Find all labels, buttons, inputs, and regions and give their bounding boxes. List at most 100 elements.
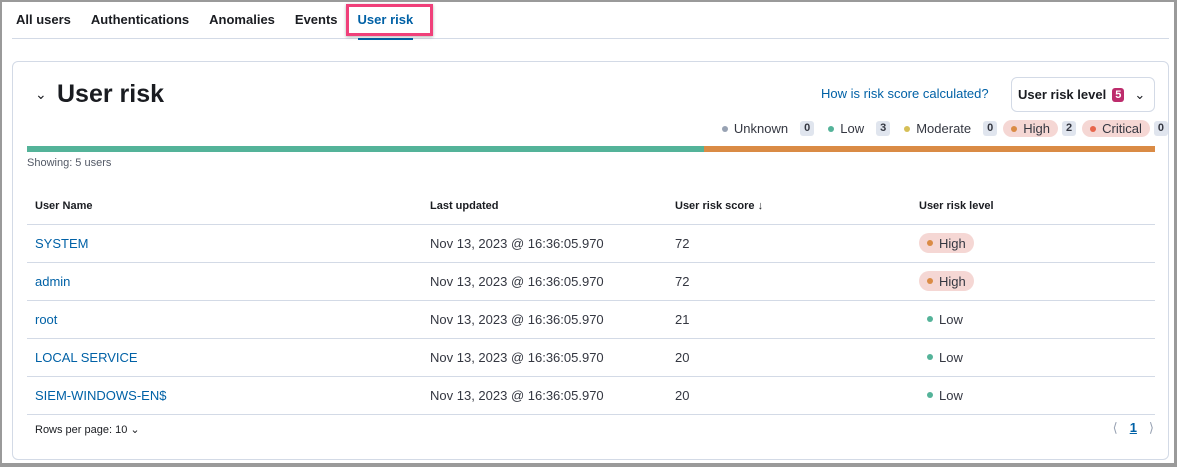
risk-level-cell: Low [911, 338, 1155, 377]
legend-label: Moderate [916, 121, 972, 136]
tab-all-users[interactable]: All users [16, 12, 71, 27]
user-name-link[interactable]: LOCAL SERVICE [35, 349, 138, 365]
last-updated-cell: Nov 13, 2023 @ 16:36:05.970 [422, 224, 667, 263]
legend-item-moderate[interactable]: Moderate [896, 120, 979, 137]
table-row: root Nov 13, 2023 @ 16:36:05.970 21 Low [27, 300, 1155, 339]
rows-per-page-label: Rows per page: 10 [35, 424, 128, 436]
legend-count: 3 [876, 121, 891, 136]
risk-level-cell: Low [911, 300, 1155, 339]
risk-level-cell: Low [911, 376, 1155, 415]
risk-score-cell: 20 [667, 338, 911, 377]
legend-label: High [1023, 121, 1051, 136]
legend-count: 2 [1062, 121, 1077, 136]
col-user-name[interactable]: User Name [27, 188, 422, 225]
user-risk-panel: ⌄ User risk How is risk score calculated… [12, 61, 1169, 460]
status-dot-icon [721, 125, 728, 132]
risk-level-badge: Low [919, 385, 971, 405]
user-name-link[interactable]: root [35, 311, 58, 327]
legend-item-unknown[interactable]: Unknown [714, 120, 796, 137]
user-name-cell: LOCAL SERVICE [27, 338, 422, 377]
risk-level-label: Low [939, 387, 963, 403]
next-page-icon[interactable]: ⟩ [1148, 420, 1154, 435]
user-name-link[interactable]: admin [35, 273, 71, 289]
table-row: SYSTEM Nov 13, 2023 @ 16:36:05.970 72 Hi… [27, 224, 1155, 263]
table-row: SIEM-WINDOWS-EN$ Nov 13, 2023 @ 16:36:05… [27, 376, 1155, 415]
user-name-cell: admin [27, 262, 422, 301]
last-updated-cell: Nov 13, 2023 @ 16:36:05.970 [422, 376, 667, 415]
user-name-cell: root [27, 300, 422, 339]
col-risk-score-label: User risk score [675, 199, 755, 212]
status-dot-icon [927, 278, 933, 284]
col-last-updated[interactable]: Last updated [422, 188, 667, 225]
legend-label: Low [840, 121, 865, 136]
status-dot-icon [904, 125, 911, 132]
risk-level-label: Low [939, 349, 963, 365]
col-risk-score[interactable]: User risk score ↓ [667, 188, 911, 225]
tab-user-risk[interactable]: User risk [348, 6, 424, 40]
user-name-cell: SIEM-WINDOWS-EN$ [27, 376, 422, 415]
risk-score-cell: 21 [667, 300, 911, 339]
risk-level-badge: Low [919, 309, 971, 329]
risk-score-cell: 72 [667, 224, 911, 263]
user-name-link[interactable]: SYSTEM [35, 235, 89, 251]
risk-level-label: Low [939, 311, 963, 327]
user-name-cell: SYSTEM [27, 224, 422, 263]
risk-level-cell: High [911, 224, 1155, 263]
status-dot-icon [927, 316, 933, 322]
legend-item-critical[interactable]: Critical [1082, 120, 1150, 137]
showing-count: Showing: 5 users [27, 157, 112, 169]
chevron-down-icon[interactable]: ⌄ [35, 86, 47, 102]
legend-label: Unknown [733, 121, 789, 136]
tab-anomalies[interactable]: Anomalies [209, 12, 275, 27]
status-dot-icon [927, 392, 933, 398]
last-updated-cell: Nov 13, 2023 @ 16:36:05.970 [422, 300, 667, 339]
page-title: User risk [57, 80, 165, 108]
rows-per-page[interactable]: Rows per page: 10 ⌄ [35, 423, 140, 436]
status-dot-icon [1090, 125, 1097, 132]
user-risk-table: User Name Last updated User risk score ↓… [27, 188, 1155, 415]
risk-score-cell: 20 [667, 376, 911, 415]
risk-level-badge: High [919, 271, 974, 291]
table-row: admin Nov 13, 2023 @ 16:36:05.970 72 Hig… [27, 262, 1155, 301]
filter-label: User risk level [1018, 87, 1107, 102]
legend-count: 0 [983, 121, 998, 136]
table-row: LOCAL SERVICE Nov 13, 2023 @ 16:36:05.97… [27, 338, 1155, 377]
bar-segment-high [703, 146, 1155, 152]
status-dot-icon [927, 240, 933, 246]
page-1[interactable]: 1 [1129, 420, 1137, 435]
risk-level-cell: High [911, 262, 1155, 301]
status-dot-icon [828, 125, 835, 132]
prev-page-icon[interactable]: ⟨ [1112, 420, 1118, 435]
legend-count: 0 [1153, 121, 1168, 136]
legend-item-low[interactable]: Low [820, 120, 872, 137]
tab-authentications[interactable]: Authentications [90, 12, 190, 27]
status-dot-icon [1011, 125, 1018, 132]
arrow-down-icon: ↓ [757, 199, 764, 212]
user-name-link[interactable]: SIEM-WINDOWS-EN$ [35, 387, 167, 403]
risk-level-badge: High [919, 233, 974, 253]
legend-label: Critical [1102, 121, 1142, 136]
panel-header: ⌄ User risk [35, 80, 164, 109]
chevron-down-icon: ⌄ [130, 424, 140, 436]
risk-legend: Unknown 0 Low 3 Moderate 0 High 2 Critical 0 [708, 120, 1168, 137]
legend-item-high[interactable]: High [1003, 120, 1059, 137]
filter-count-badge: 5 [1112, 87, 1125, 102]
risk-level-badge: Low [919, 347, 971, 367]
status-dot-icon [927, 354, 933, 360]
last-updated-cell: Nov 13, 2023 @ 16:36:05.970 [422, 338, 667, 377]
risk-score-help-link[interactable]: How is risk score calculated? [821, 86, 989, 101]
risk-score-cell: 72 [667, 262, 911, 301]
tab-bar: All users Authentications Anomalies Even… [12, 6, 1169, 40]
risk-level-filter[interactable]: User risk level 5 ⌄ [1011, 77, 1155, 112]
col-risk-level[interactable]: User risk level [911, 188, 1155, 225]
chevron-down-icon: ⌄ [1134, 86, 1146, 102]
legend-count: 0 [800, 121, 815, 136]
highlight-box [346, 4, 433, 36]
risk-level-label: High [939, 273, 966, 289]
last-updated-cell: Nov 13, 2023 @ 16:36:05.970 [422, 262, 667, 301]
pagination: ⟨ 1 ⟩ [1113, 420, 1154, 436]
bar-segment-low [27, 146, 704, 152]
risk-level-label: High [939, 235, 966, 251]
tab-events[interactable]: Events [294, 12, 338, 27]
